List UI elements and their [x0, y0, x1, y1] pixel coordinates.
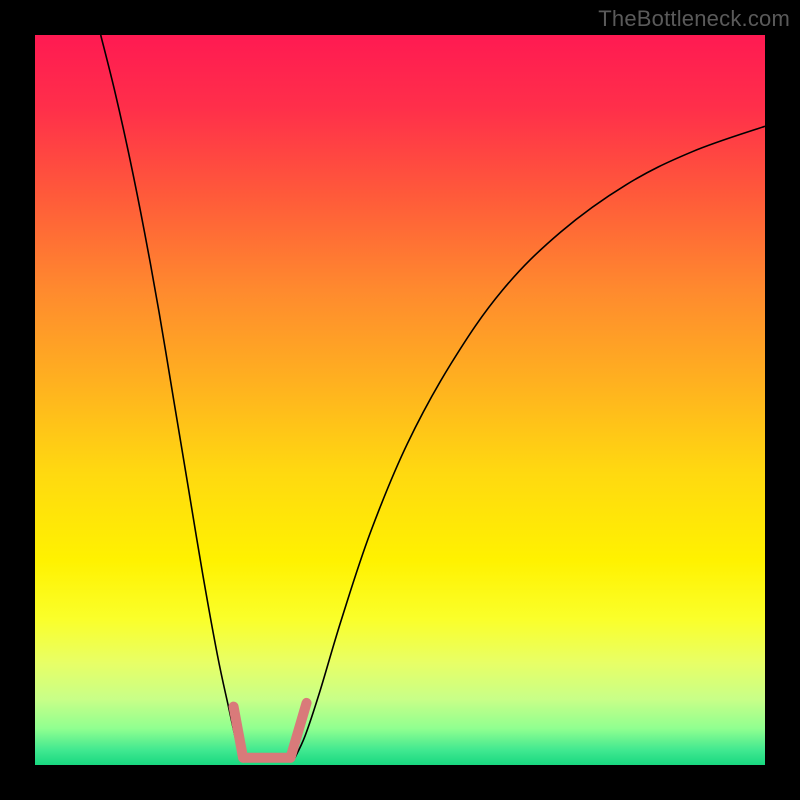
bottleneck-chart [35, 35, 765, 765]
plot-area [35, 35, 765, 765]
chart-container: TheBottleneck.com [0, 0, 800, 800]
gradient-background [35, 35, 765, 765]
watermark-text: TheBottleneck.com [598, 6, 790, 32]
